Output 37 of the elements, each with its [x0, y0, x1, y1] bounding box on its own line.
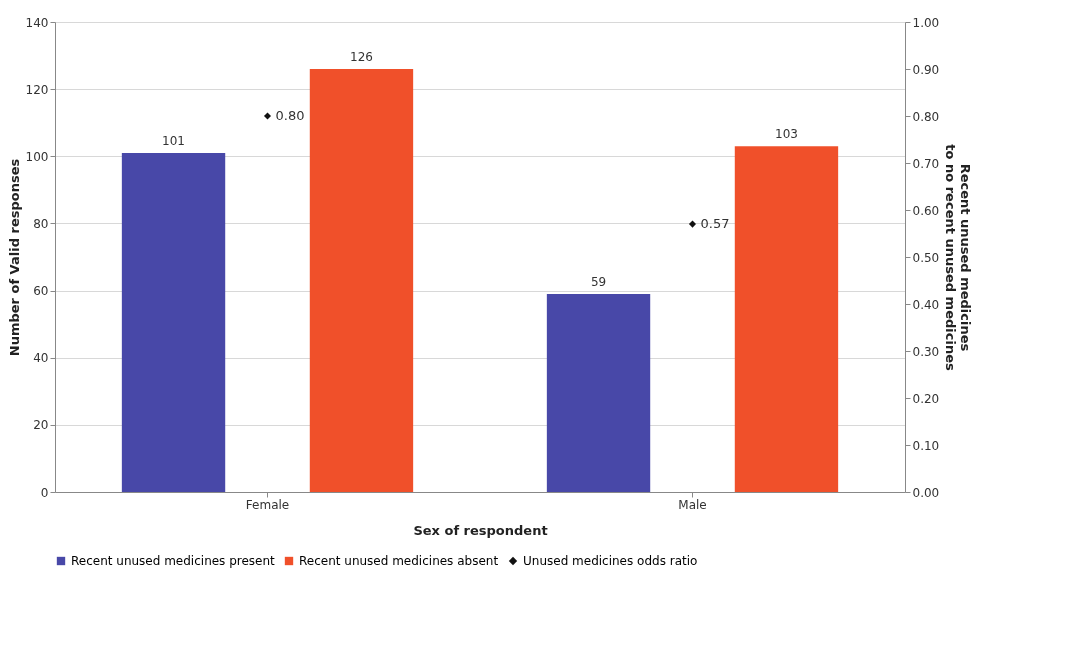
- y-tick-label: 120: [25, 82, 49, 97]
- x-tick-label: Female: [245, 497, 290, 512]
- y2-tick-label: 0.00: [912, 485, 940, 500]
- y-tick-label: 40: [33, 351, 49, 366]
- y-tick-label: 100: [25, 149, 49, 164]
- y-axis-title: Number of Valid responses: [6, 158, 22, 357]
- bar: [309, 69, 414, 492]
- y2-tick-label: 0.40: [912, 297, 940, 312]
- legend-label: Unused medicines odds ratio: [523, 554, 698, 568]
- data-label: 126: [350, 50, 373, 64]
- legend-label: Recent unused medicines absent: [299, 554, 499, 568]
- y2-tick-label: 0.10: [912, 438, 940, 453]
- y-tick-label: 20: [33, 418, 49, 433]
- y2-tick-label: 0.90: [912, 62, 940, 77]
- y-tick-label: 140: [25, 15, 49, 30]
- data-label: 59: [590, 274, 607, 289]
- x-axis-title: Sex of respondent: [413, 522, 548, 538]
- y-tick-label: 0: [40, 485, 49, 500]
- bar: [121, 152, 226, 492]
- y2-tick-label: 0.70: [912, 156, 940, 171]
- y2-tick-label: 0.80: [912, 109, 940, 124]
- y-tick-label: 60: [33, 284, 49, 299]
- y2-tick-label: 0.20: [912, 391, 940, 406]
- y2-tick-label: 1.00: [912, 15, 940, 30]
- y2-tick-label: 0.30: [912, 344, 940, 359]
- data-label: 101: [162, 133, 185, 148]
- x-tick-label: Male: [678, 497, 707, 512]
- y-tick-label: 80: [33, 216, 49, 231]
- y2-tick-label: 0.50: [912, 250, 940, 265]
- data-label: 0.80: [275, 108, 305, 123]
- y2-tick-label: 0.60: [912, 203, 940, 218]
- y2-axis-title: Recent unused medicines to no recent unused medicines: [943, 144, 974, 371]
- data-label: 103: [775, 127, 798, 142]
- legend-label: Recent unused medicines present: [71, 554, 276, 568]
- bar: [734, 146, 839, 492]
- data-label: 0.57: [700, 216, 730, 232]
- bar: [546, 293, 651, 492]
